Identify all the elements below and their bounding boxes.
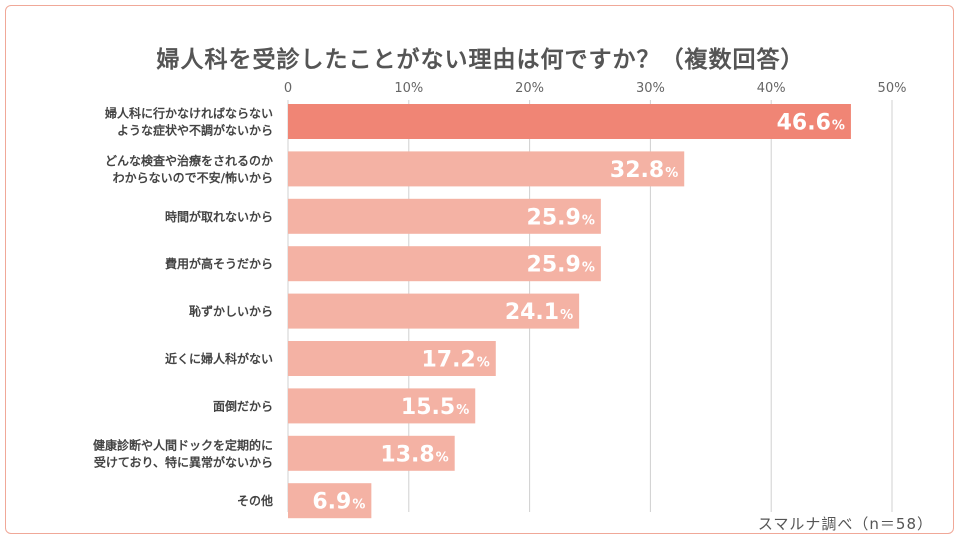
value-label-4: 25.9% [527, 253, 595, 278]
bar-2 [288, 151, 685, 187]
tick-label-0: 0 [284, 81, 292, 96]
value-unit-9: % [352, 498, 365, 513]
value-label-3: 25.9% [527, 205, 595, 230]
x-axis-ticks: 0 10% 20% 30% 40% 50% [284, 81, 907, 96]
bar-4 [288, 246, 601, 282]
value-label-2: 32.8% [610, 158, 678, 183]
category-label-1-line-2: ような症状や不調がないから [117, 123, 273, 138]
value-number-1: 46.6 [777, 111, 831, 136]
value-unit-4: % [582, 261, 595, 276]
category-label-6-line-1: 近くに婦人科がない [165, 351, 273, 366]
tick-label-50: 50% [878, 81, 907, 96]
value-unit-7: % [456, 403, 469, 418]
tick-label-30: 30% [636, 81, 665, 96]
value-unit-6: % [477, 356, 490, 371]
category-label-5-line-1: 恥ずかしいから [189, 304, 273, 319]
value-label-9: 6.9% [312, 490, 365, 515]
bar-1 [288, 104, 851, 139]
value-unit-8: % [436, 450, 449, 465]
bar-6 [288, 341, 496, 376]
value-label-5: 24.1% [505, 300, 573, 325]
bar-5 [288, 293, 580, 329]
value-unit-3: % [582, 213, 595, 228]
category-label-7-line-1: 面倒だから [213, 398, 273, 413]
value-unit-2: % [665, 166, 678, 181]
category-label-1-line-1: 婦人科に行かなければならない [104, 106, 273, 121]
bar-3 [288, 198, 601, 234]
bar-9 [288, 483, 372, 519]
bar-8 [288, 435, 455, 471]
value-number-6: 17.2 [421, 348, 475, 373]
category-label-2-line-1: どんな検査や治療をされるのか [105, 153, 273, 168]
tick-label-20: 20% [515, 81, 544, 96]
value-number-8: 13.8 [380, 442, 434, 467]
category-label-3-line-1: 時間が取れないから [165, 209, 273, 224]
category-label-4-line-1: 費用が高そうだから [165, 256, 273, 271]
tick-label-10: 10% [394, 81, 423, 96]
value-label-8: 13.8% [380, 442, 448, 467]
value-number-3: 25.9 [527, 205, 581, 230]
value-number-7: 15.5 [401, 395, 455, 420]
bars: 46.6%32.8%25.9%25.9%24.1%17.2%15.5%13.8%… [288, 104, 851, 519]
category-labels: 婦人科に行かなければならないような症状や不調がないからどんな検査や治療をされるの… [93, 106, 273, 509]
category-label-2-line-2: わからないので不安/怖いから [113, 170, 273, 185]
category-label-8-line-1: 健康診断や人間ドックを定期的に [93, 437, 273, 452]
value-number-4: 25.9 [527, 253, 581, 278]
chart-title: 婦人科を受診したことがない理由は何ですか？（複数回答） [156, 47, 805, 73]
value-unit-1: % [832, 119, 845, 134]
value-unit-5: % [560, 308, 573, 323]
value-number-9: 6.9 [312, 490, 351, 515]
bar-7 [288, 388, 476, 424]
tick-label-40: 40% [757, 81, 786, 96]
value-number-2: 32.8 [610, 158, 664, 183]
value-label-6: 17.2% [421, 348, 489, 373]
category-label-9-line-1: その他 [237, 493, 273, 508]
value-label-7: 15.5% [401, 395, 469, 420]
source-note: スマルナ調べ（n＝58） [757, 515, 933, 533]
category-label-8-line-2: 受けており、特に異常がないから [94, 454, 273, 469]
value-label-1: 46.6% [777, 111, 845, 136]
value-number-5: 24.1 [505, 300, 559, 325]
